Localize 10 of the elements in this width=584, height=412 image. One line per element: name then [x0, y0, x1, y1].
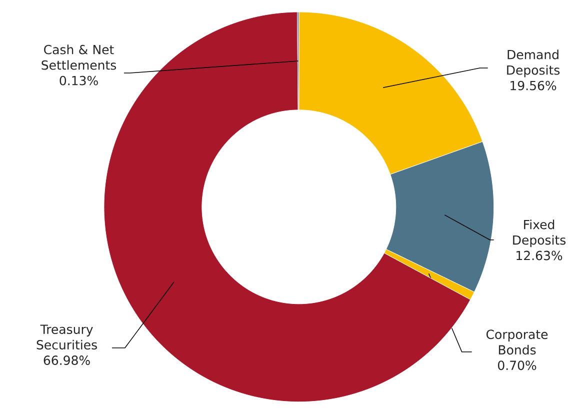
- slice-label: Cash & Net Settlements: [42, 44, 116, 70]
- slice-label: Demand Deposits: [507, 50, 560, 78]
- data-label: 12.63%: [516, 250, 562, 260]
- slice-label: Fixed Deposits: [513, 220, 566, 248]
- data-label: 0.70%: [498, 360, 536, 370]
- data-label: 19.56%: [510, 80, 556, 90]
- data-label: 0.13%: [60, 76, 98, 86]
- slice-label: Corporate Bonds: [486, 330, 548, 355]
- slice-label: Treasury Securities: [36, 324, 97, 350]
- data-label: 66.98%: [44, 356, 90, 366]
